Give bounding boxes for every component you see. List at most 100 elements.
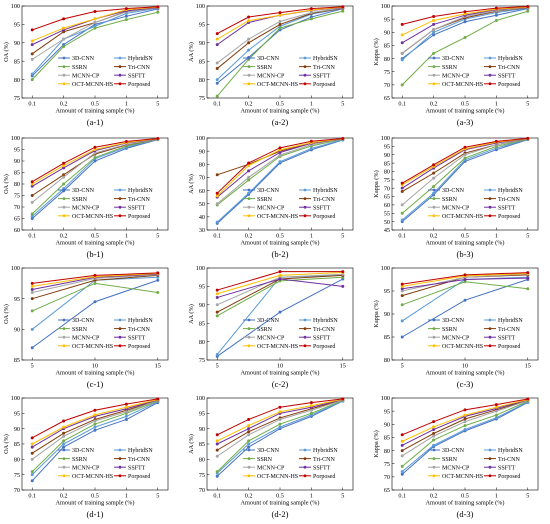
legend-label: OCT-MCNN-HS	[257, 214, 298, 220]
chart-panel: 70 75 80 85 90 95 100 0.1 0.2 0.5 1 5 Amount of trai…	[3, 395, 169, 519]
legend-label: Tri-CNN	[498, 197, 520, 203]
data-point	[526, 276, 530, 280]
legend-marker	[118, 82, 122, 86]
legend-marker	[62, 188, 66, 192]
legend-marker	[432, 82, 436, 86]
data-point	[30, 346, 34, 350]
x-tick-label: 0.1	[28, 101, 36, 108]
legend-label: SSRN	[257, 327, 273, 333]
y-tick-label: 90	[14, 158, 20, 165]
y-tick-label: 95	[14, 22, 20, 29]
data-point	[93, 408, 97, 412]
data-point	[247, 37, 251, 41]
x-tick-label: 0.5	[461, 233, 469, 240]
y-tick-label: 80	[199, 339, 205, 346]
data-point	[30, 52, 34, 56]
data-point	[30, 473, 34, 477]
legend-label: Tri-CNN	[128, 327, 150, 333]
x-axis-label: Amount of training sample (%)	[55, 108, 134, 115]
data-point	[62, 164, 66, 168]
legend-marker	[303, 197, 307, 201]
x-tick-label: 0.1	[28, 233, 36, 240]
legend-label: MCNN-CP	[72, 465, 100, 471]
legend-label: SSFTT	[128, 335, 146, 341]
legend-label: SSFTT	[128, 205, 146, 211]
data-point	[400, 51, 404, 55]
data-point	[215, 78, 219, 82]
x-tick-label: 1	[125, 233, 128, 240]
legend-label: OCT-MCNN-HS	[257, 474, 298, 480]
data-point	[400, 284, 404, 288]
legend-marker	[432, 188, 436, 192]
legend-marker	[247, 335, 251, 339]
legend-marker	[247, 73, 251, 77]
data-point	[278, 417, 282, 421]
data-point	[247, 161, 251, 165]
legend-label: MCNN-CP	[257, 73, 285, 79]
data-point	[432, 28, 436, 32]
data-point	[400, 287, 404, 291]
data-point	[30, 470, 34, 474]
data-point	[494, 6, 498, 10]
data-point	[341, 9, 345, 13]
x-tick-label: 0.5	[91, 493, 99, 500]
legend-marker	[303, 56, 307, 60]
data-point	[62, 175, 66, 179]
y-tick-label: 70	[384, 185, 390, 192]
legend-label: SSFTT	[313, 465, 331, 471]
legend-label: Porposed	[313, 214, 335, 220]
y-tick-label: 70	[384, 474, 390, 481]
data-point	[400, 41, 404, 45]
data-point	[30, 217, 34, 220]
data-point	[247, 19, 251, 23]
data-point	[526, 5, 530, 9]
y-tick-label: 100	[11, 135, 20, 142]
data-point	[400, 282, 404, 286]
legend-label: Tri-CNN	[313, 457, 335, 463]
plot-area	[391, 267, 539, 361]
legend-marker	[432, 73, 436, 77]
x-tick-label: 5	[341, 233, 344, 240]
data-point	[400, 319, 404, 323]
legend-marker	[118, 73, 122, 77]
panel-label: (a-2)	[272, 117, 289, 127]
data-point	[463, 36, 467, 40]
legend-label: SSFTT	[498, 205, 516, 211]
data-point	[341, 137, 345, 141]
y-tick-label: 95	[384, 408, 390, 415]
data-point	[215, 442, 219, 446]
chart-panel: 70 75 80 85 90 95 100 0.1 0.2 0.5 1 5 Amount of trai…	[188, 395, 354, 519]
data-point	[215, 439, 219, 443]
legend-label: 3D-CNN	[442, 56, 465, 62]
y-tick-label: 100	[381, 135, 390, 142]
legend-marker	[303, 73, 307, 77]
panel-label: (c-2)	[272, 379, 289, 389]
data-point	[62, 26, 66, 30]
legend-marker	[488, 205, 492, 209]
data-point	[30, 436, 34, 440]
x-tick-label: 0.2	[430, 101, 438, 108]
y-tick-label: 85	[384, 435, 390, 442]
y-tick-label: 90	[384, 29, 390, 36]
legend-marker	[247, 344, 251, 348]
x-tick-label: 0.5	[91, 101, 99, 108]
legend-marker	[432, 344, 436, 348]
legend-label: SSRN	[442, 457, 458, 463]
legend-label: 3D-CNN	[72, 448, 95, 454]
legend-label: Porposed	[128, 82, 150, 88]
data-point	[400, 33, 404, 37]
data-point	[30, 72, 34, 76]
data-point	[400, 449, 404, 453]
x-tick-label: 5	[341, 493, 344, 500]
data-point	[215, 433, 219, 437]
legend-marker	[118, 474, 122, 478]
data-point	[463, 12, 467, 16]
legend-marker	[118, 197, 122, 201]
data-point	[93, 145, 97, 149]
data-point	[215, 173, 219, 177]
y-tick-label: 100	[381, 395, 390, 402]
data-point	[30, 451, 34, 455]
legend-label: MCNN-CP	[442, 205, 470, 211]
data-point	[432, 434, 436, 438]
data-point	[494, 409, 498, 413]
